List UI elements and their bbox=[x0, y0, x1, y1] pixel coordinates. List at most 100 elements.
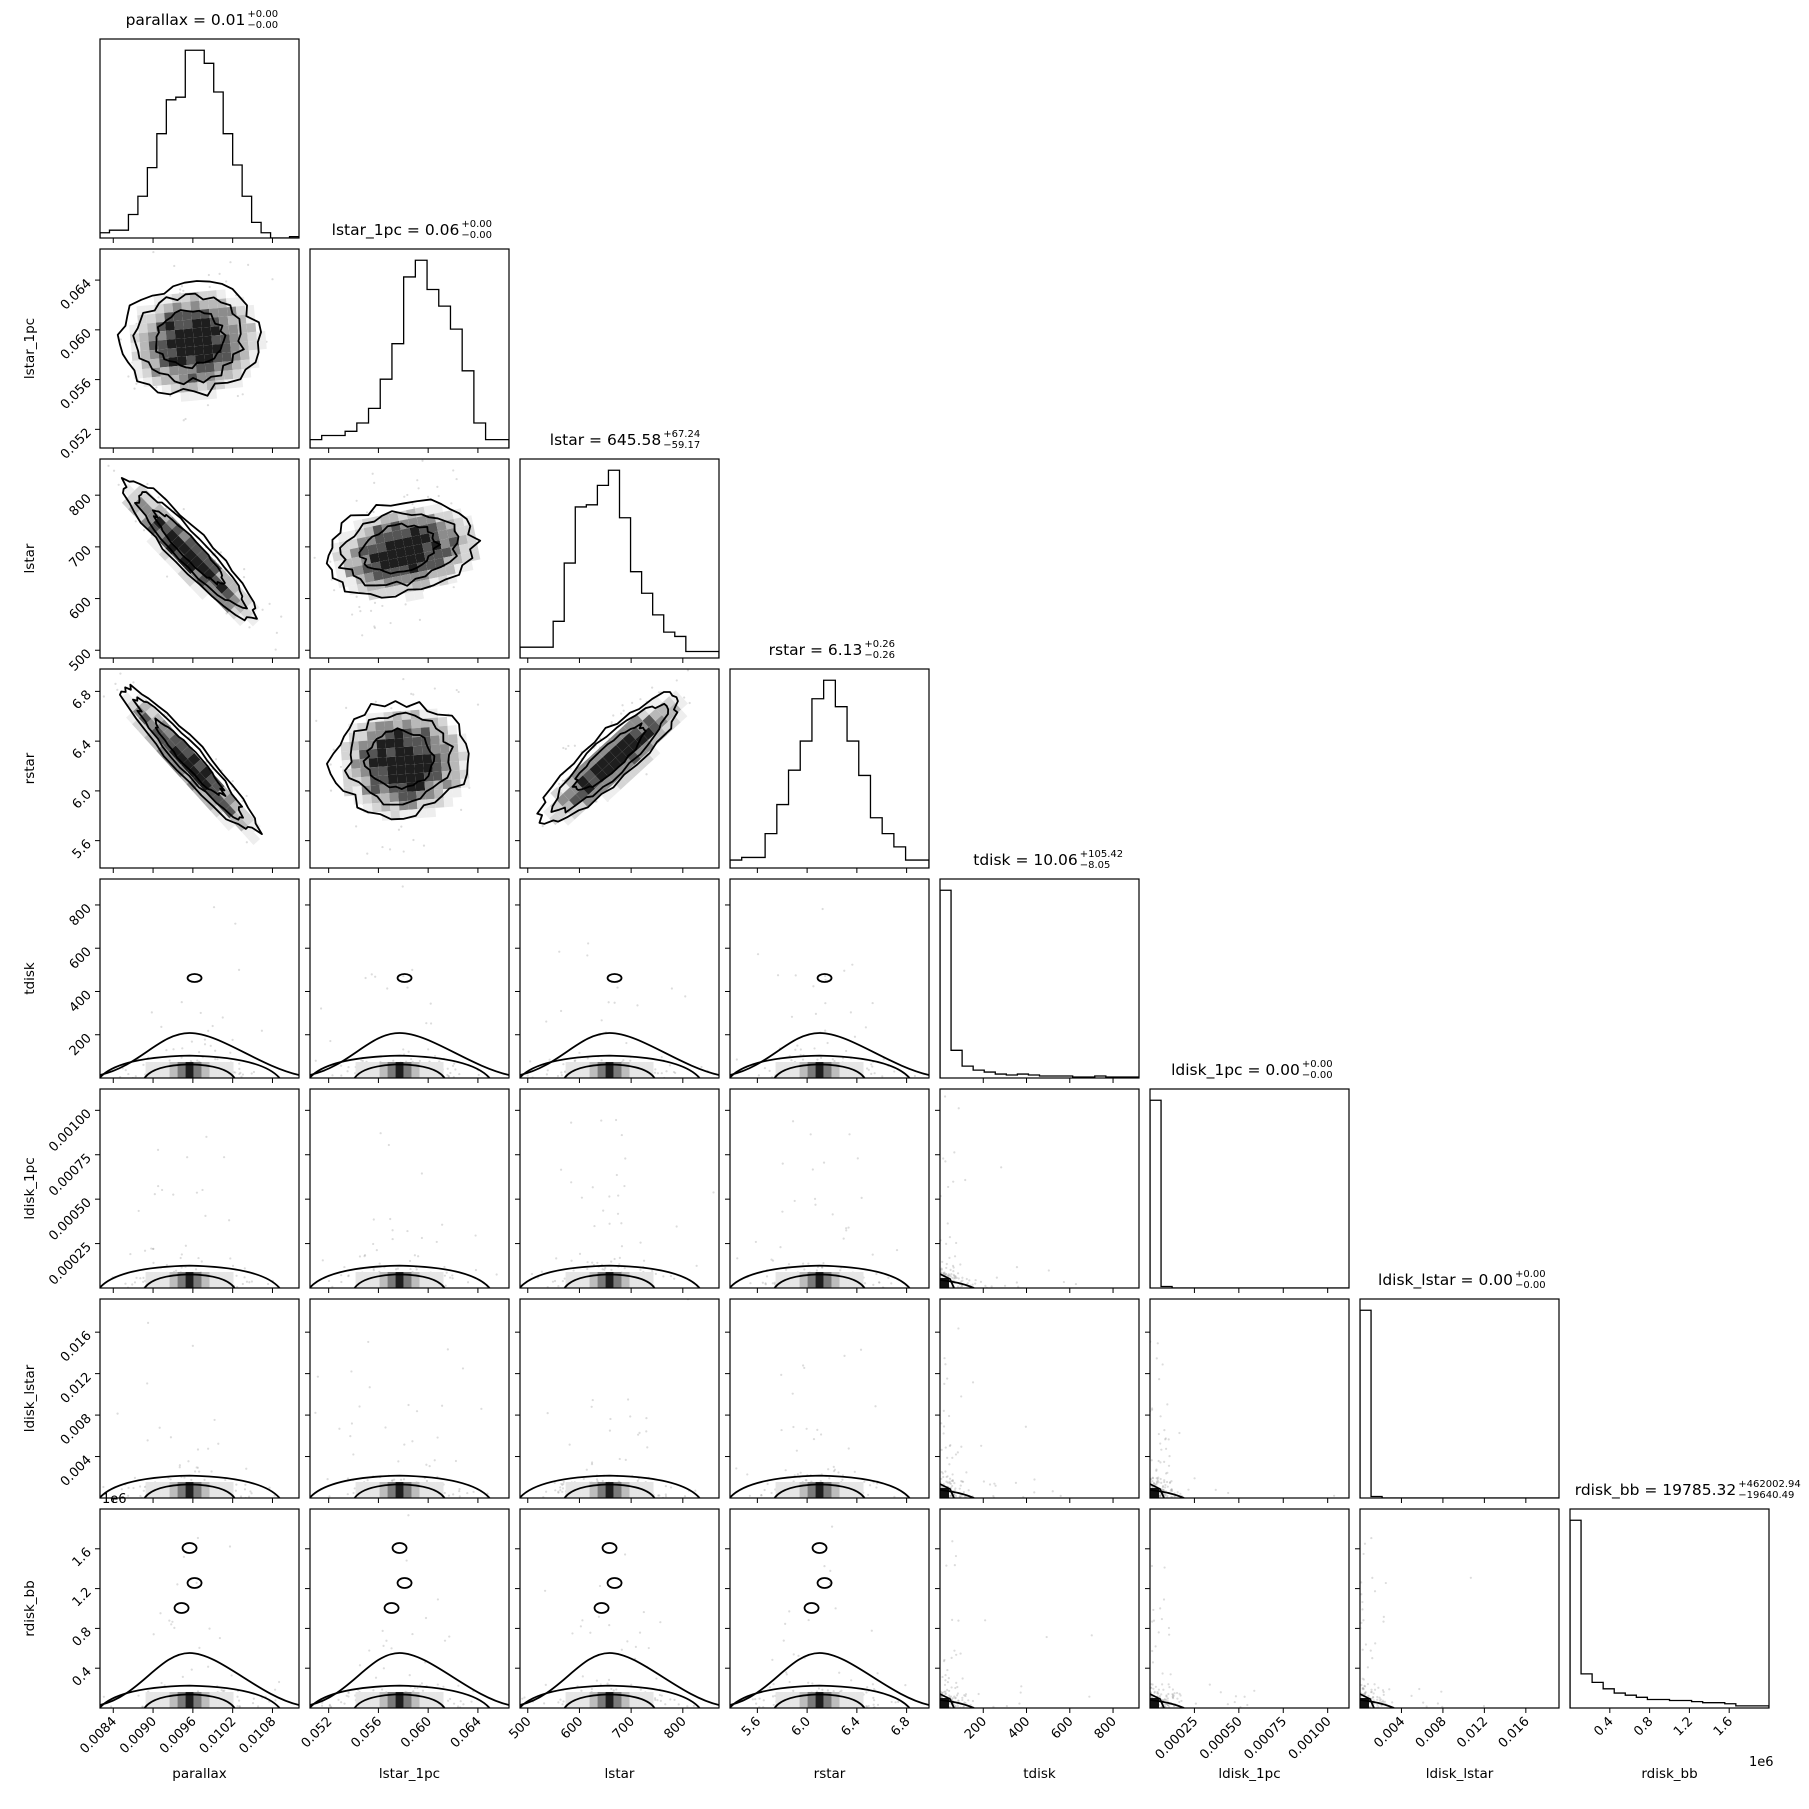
density-cell bbox=[443, 510, 454, 521]
sample-point bbox=[614, 1118, 618, 1122]
x-tick-label: 400 bbox=[1005, 1714, 1033, 1742]
sample-point bbox=[850, 1679, 853, 1682]
sample-point bbox=[402, 974, 405, 978]
sample-point bbox=[612, 1689, 615, 1692]
sample-point bbox=[1157, 1481, 1160, 1484]
sample-point bbox=[890, 1700, 893, 1704]
density-cell bbox=[189, 391, 200, 401]
x-tick-label: 0.0102 bbox=[197, 1714, 240, 1757]
sample-point bbox=[1161, 1363, 1164, 1366]
sample-point bbox=[636, 1479, 639, 1482]
sample-point bbox=[256, 1705, 260, 1708]
sample-point bbox=[1045, 1635, 1048, 1639]
sample-point bbox=[1162, 1488, 1165, 1492]
sample-point bbox=[1178, 1692, 1181, 1695]
sample-point bbox=[864, 1026, 867, 1029]
sample-point bbox=[146, 1382, 149, 1385]
sample-point bbox=[543, 1702, 546, 1705]
density-cell bbox=[201, 1692, 210, 1708]
sample-point bbox=[1164, 1698, 1168, 1701]
density-cell bbox=[589, 1482, 598, 1498]
sample-point bbox=[1167, 1692, 1170, 1696]
sample-point bbox=[941, 1260, 944, 1263]
sample-point bbox=[968, 1279, 971, 1282]
sample-point bbox=[216, 1058, 219, 1061]
sample-point bbox=[944, 1470, 947, 1473]
sample-point bbox=[1171, 1693, 1175, 1697]
sample-point bbox=[616, 1212, 620, 1215]
sample-point bbox=[948, 1480, 951, 1484]
density-cell bbox=[855, 1062, 864, 1078]
sample-point bbox=[870, 1072, 873, 1075]
sample-point bbox=[186, 1156, 189, 1159]
sample-point bbox=[751, 1698, 754, 1701]
sample-point bbox=[454, 1459, 458, 1463]
sample-point bbox=[867, 1493, 870, 1496]
density-cell bbox=[427, 522, 438, 534]
sample-point bbox=[1150, 1459, 1153, 1462]
sample-point bbox=[620, 712, 623, 715]
sample-point bbox=[944, 1446, 947, 1449]
density-cell bbox=[432, 771, 443, 781]
sample-point bbox=[1164, 1472, 1168, 1475]
sample-point bbox=[559, 1489, 562, 1492]
y-tick-label: 500 bbox=[67, 646, 95, 674]
sample-point bbox=[950, 1479, 953, 1483]
sample-point bbox=[688, 701, 691, 705]
sample-point bbox=[645, 773, 648, 776]
density-cell bbox=[823, 1482, 832, 1498]
density-cell bbox=[136, 305, 147, 316]
y-tick-label: 0.00100 bbox=[46, 1107, 95, 1156]
sample-point bbox=[913, 1074, 916, 1078]
sample-point bbox=[446, 1348, 449, 1351]
density-cell bbox=[193, 759, 207, 773]
density-cell bbox=[210, 326, 221, 336]
sample-point bbox=[1059, 1494, 1062, 1497]
sample-point bbox=[944, 1692, 947, 1696]
sample-point bbox=[242, 576, 246, 579]
sample-point bbox=[372, 1218, 375, 1221]
density-cell bbox=[460, 778, 470, 788]
sample-point bbox=[866, 1686, 869, 1689]
density-cell bbox=[403, 1482, 412, 1498]
sample-point bbox=[608, 1429, 612, 1432]
density-cell bbox=[597, 1482, 606, 1498]
density-cell bbox=[629, 1272, 638, 1288]
sample-point bbox=[1152, 1482, 1155, 1485]
density-cell bbox=[597, 1692, 606, 1708]
density-cell bbox=[607, 783, 621, 796]
density-cell bbox=[202, 335, 213, 346]
sample-point bbox=[673, 1698, 676, 1701]
sample-point bbox=[196, 1536, 200, 1540]
density-cell bbox=[371, 802, 382, 813]
density-cell bbox=[169, 1692, 178, 1708]
density-cell bbox=[221, 574, 235, 588]
density-cell bbox=[225, 1272, 234, 1288]
density-cell bbox=[383, 531, 394, 543]
density-cell bbox=[166, 339, 177, 349]
sample-point bbox=[235, 1483, 238, 1486]
density-cell bbox=[355, 1482, 364, 1498]
sample-point bbox=[1155, 1482, 1158, 1485]
density-cell bbox=[379, 1062, 388, 1078]
sample-point bbox=[446, 1073, 449, 1077]
sample-point bbox=[870, 1063, 873, 1066]
sample-point bbox=[131, 1283, 134, 1286]
plot-area bbox=[1150, 1564, 1256, 1708]
sample-point bbox=[224, 1478, 227, 1482]
sample-point bbox=[945, 1564, 948, 1567]
sample-point bbox=[160, 1681, 163, 1685]
contour-line bbox=[100, 1264, 281, 1288]
sample-point bbox=[372, 1242, 375, 1246]
contour-line bbox=[940, 1699, 975, 1708]
density-cell bbox=[347, 538, 359, 550]
sample-point bbox=[1227, 1491, 1230, 1495]
density-cell bbox=[791, 1272, 800, 1288]
sample-point bbox=[848, 1133, 851, 1136]
density-cell bbox=[187, 752, 201, 766]
density-cell bbox=[140, 490, 154, 504]
sample-point bbox=[695, 1264, 698, 1267]
density-cell bbox=[791, 1062, 800, 1078]
sample-point bbox=[942, 1271, 945, 1275]
